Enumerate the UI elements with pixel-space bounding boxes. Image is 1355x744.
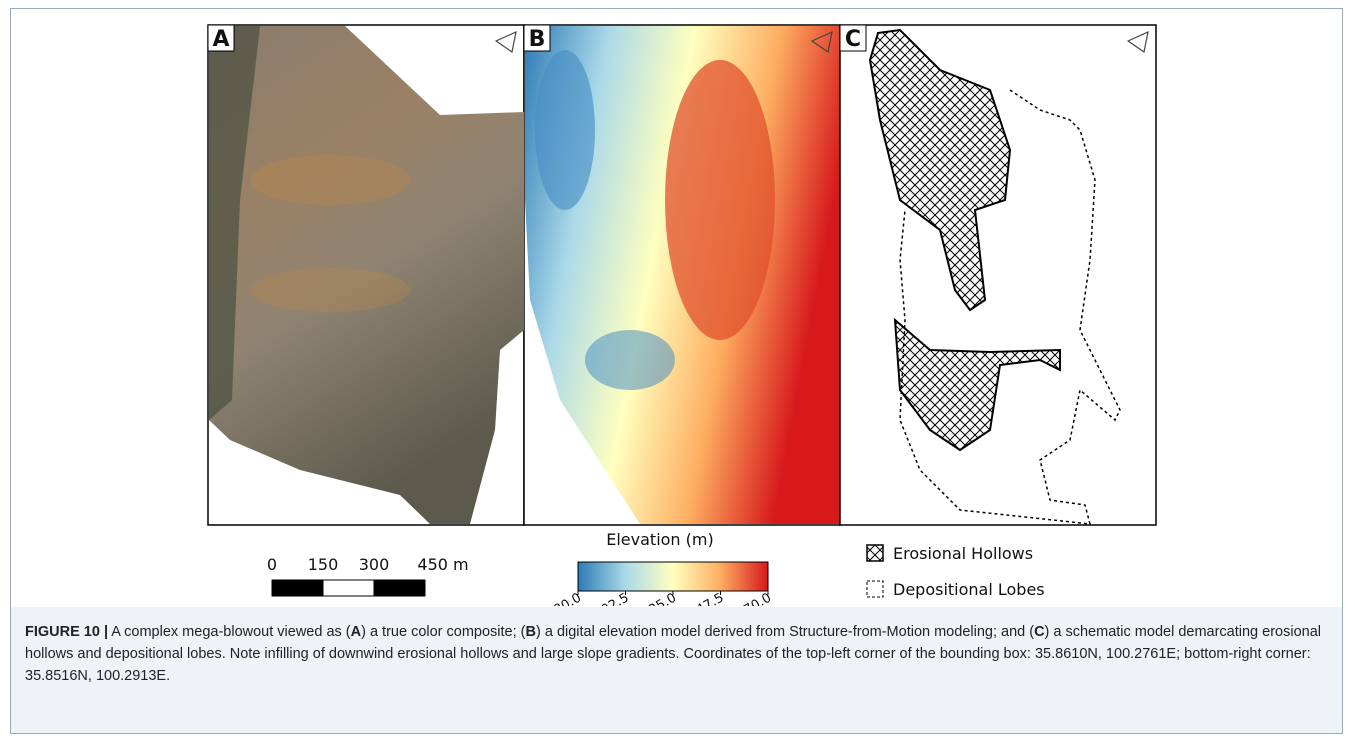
- colorbar: [577, 561, 769, 592]
- panel-label: A: [212, 27, 229, 52]
- image-detail: [585, 330, 675, 390]
- panel-label: B: [529, 27, 546, 52]
- image-detail: [209, 26, 260, 420]
- scale-label: 0: [267, 555, 277, 574]
- colorbar-tick-label: 3202.5: [585, 590, 632, 606]
- colorbar-title: Elevation (m): [606, 530, 713, 549]
- scale-label: 300: [359, 555, 390, 574]
- caption-segment: ) a schematic model demarcating erosiona…: [25, 624, 1321, 684]
- scale-segment: [271, 579, 324, 597]
- legend-label: Erosional Hollows: [893, 544, 1033, 563]
- erosional-hollow: [893, 317, 1061, 452]
- colorbar-tick-label: 3225.0: [632, 590, 679, 606]
- label-box: [839, 24, 867, 52]
- north-arrow: [494, 30, 517, 54]
- caption-segment: ) a true color composite; (: [361, 624, 526, 640]
- north-arrow: [1126, 30, 1149, 54]
- erosional-hollow: [868, 28, 1012, 312]
- north-arrow: [810, 30, 833, 54]
- caption-panel-ref: C: [1034, 624, 1045, 640]
- legend-swatch: [866, 580, 884, 598]
- legend-swatch: [866, 544, 884, 562]
- panel-labels: A B C: [207, 24, 867, 52]
- figure: A B C Elevation (m) Erosional Hollows De…: [207, 24, 1157, 606]
- colorbar-tick-label: 3180.0: [537, 590, 584, 606]
- legend-label: Depositional Lobes: [893, 580, 1045, 599]
- scale-segment: [373, 579, 426, 597]
- image-detail: [665, 60, 775, 340]
- caption: FIGURE 10 | A complex mega-blowout viewe…: [11, 607, 1342, 733]
- scale-label: 450 m: [417, 555, 468, 574]
- caption-segment: A complex mega-blowout viewed as (: [108, 624, 351, 640]
- caption-text: A complex mega-blowout viewed as (A) a t…: [25, 624, 1321, 684]
- panel-label: C: [845, 27, 861, 52]
- image-detail: [250, 155, 410, 205]
- depositional-lobe: [899, 89, 1121, 525]
- scale-segment: [322, 579, 375, 597]
- caption-segment: ) a digital elevation model derived from…: [536, 624, 1035, 640]
- colorbar-tick-label: 3247.5: [680, 590, 727, 606]
- colorbar-tick-label: 3270.0: [727, 590, 774, 606]
- figure-frame: [10, 8, 1343, 734]
- image-detail: [250, 268, 410, 312]
- scale-label: 150: [308, 555, 339, 574]
- caption-label: FIGURE 10 |: [25, 624, 109, 640]
- caption-panel-ref: B: [525, 624, 536, 640]
- image-detail: [535, 50, 595, 210]
- label-box: [523, 24, 551, 52]
- caption-panel-ref: A: [350, 624, 362, 640]
- label-box: [207, 24, 235, 52]
- true-color-image: [209, 26, 524, 524]
